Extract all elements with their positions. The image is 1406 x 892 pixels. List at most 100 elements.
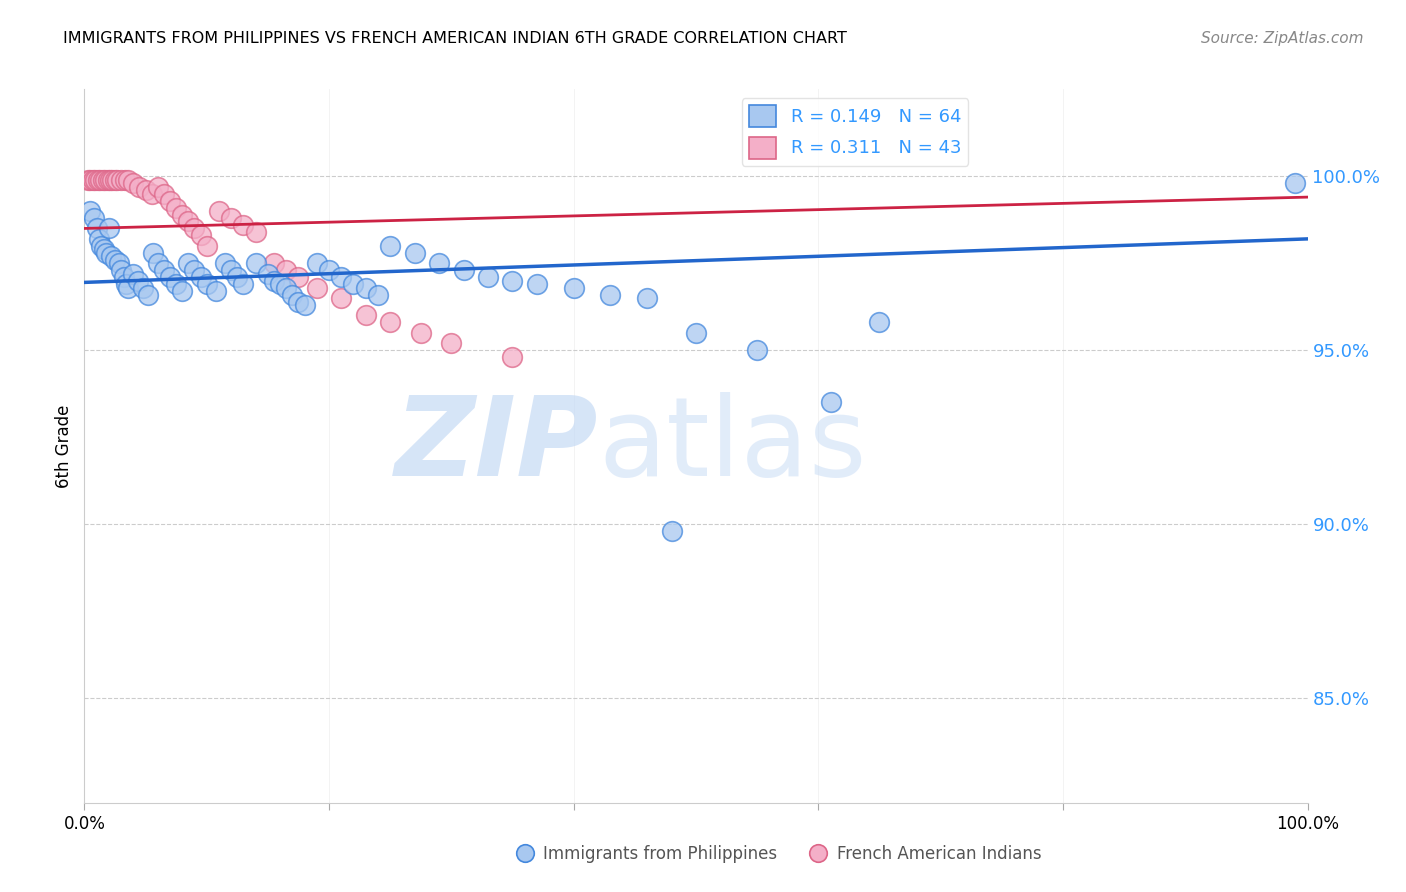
- Point: [94, 172, 117, 186]
- Point: [98, 172, 121, 186]
- Point: [90, 239, 112, 253]
- Point: [136, 287, 159, 301]
- Point: [79, 172, 101, 186]
- Point: [330, 291, 353, 305]
- Point: [110, 263, 132, 277]
- Point: [287, 294, 309, 309]
- Point: [132, 280, 155, 294]
- Point: [177, 256, 200, 270]
- Point: [380, 315, 402, 329]
- Point: [86, 221, 108, 235]
- Point: [257, 267, 280, 281]
- Point: [245, 256, 267, 270]
- Point: [79, 204, 101, 219]
- Point: [172, 207, 194, 221]
- Point: [110, 172, 132, 186]
- Point: [104, 252, 127, 267]
- Point: [1284, 176, 1306, 190]
- Point: [115, 277, 138, 292]
- Point: [135, 183, 157, 197]
- Point: [107, 256, 129, 270]
- Point: [305, 256, 328, 270]
- Point: [502, 350, 524, 364]
- Point: [105, 172, 128, 186]
- Point: [232, 218, 254, 232]
- Point: [269, 277, 291, 292]
- Point: [190, 270, 212, 285]
- Point: [159, 270, 181, 285]
- Point: [562, 280, 585, 294]
- Point: [87, 232, 110, 246]
- Point: [183, 221, 205, 235]
- Point: [342, 277, 364, 292]
- Point: [195, 239, 218, 253]
- Point: [183, 263, 205, 277]
- Point: [100, 249, 122, 263]
- Point: [232, 277, 254, 292]
- Point: [502, 274, 524, 288]
- Text: ZIP: ZIP: [395, 392, 598, 500]
- Point: [685, 326, 707, 340]
- Point: [96, 245, 118, 260]
- Point: [453, 263, 475, 277]
- Point: [599, 287, 621, 301]
- Point: [87, 172, 110, 186]
- Point: [526, 277, 548, 292]
- Point: [214, 256, 236, 270]
- Point: [477, 270, 499, 285]
- Point: [97, 221, 120, 235]
- Y-axis label: 6th Grade: 6th Grade: [55, 404, 73, 488]
- Point: [404, 245, 426, 260]
- Point: [205, 284, 228, 298]
- Point: [276, 280, 298, 294]
- Point: [128, 179, 150, 194]
- Point: [172, 284, 194, 298]
- Point: [820, 395, 842, 409]
- Point: [114, 172, 136, 186]
- Point: [747, 343, 769, 358]
- Point: [153, 263, 176, 277]
- Point: [318, 263, 340, 277]
- Point: [409, 326, 432, 340]
- Point: [89, 172, 111, 186]
- Point: [661, 524, 683, 539]
- Point: [367, 287, 389, 301]
- Point: [153, 186, 176, 201]
- Point: [294, 298, 316, 312]
- Text: Immigrants from Philippines: Immigrants from Philippines: [543, 846, 778, 863]
- Point: [77, 172, 100, 186]
- Point: [208, 204, 231, 219]
- Legend: R = 0.149   N = 64, R = 0.311   N = 43: R = 0.149 N = 64, R = 0.311 N = 43: [742, 98, 969, 166]
- Point: [287, 270, 309, 285]
- Point: [146, 256, 169, 270]
- Point: [97, 172, 120, 186]
- Text: Source: ZipAtlas.com: Source: ZipAtlas.com: [1201, 31, 1364, 46]
- Point: [276, 263, 298, 277]
- Point: [226, 270, 249, 285]
- Text: French American Indians: French American Indians: [837, 846, 1042, 863]
- Point: [380, 239, 402, 253]
- Point: [190, 228, 212, 243]
- Point: [440, 336, 463, 351]
- Point: [354, 280, 377, 294]
- Point: [117, 280, 139, 294]
- Point: [195, 277, 218, 292]
- Point: [122, 267, 145, 281]
- Point: [263, 256, 285, 270]
- Point: [84, 172, 107, 186]
- Point: [82, 172, 104, 186]
- Point: [93, 243, 115, 257]
- Point: [354, 309, 377, 323]
- Point: [165, 277, 187, 292]
- Point: [142, 245, 165, 260]
- Text: atlas: atlas: [598, 392, 866, 500]
- Point: [117, 172, 139, 186]
- Point: [112, 270, 135, 285]
- Point: [104, 172, 127, 186]
- Text: IMMIGRANTS FROM PHILIPPINES VS FRENCH AMERICAN INDIAN 6TH GRADE CORRELATION CHAR: IMMIGRANTS FROM PHILIPPINES VS FRENCH AM…: [63, 31, 848, 46]
- Point: [263, 274, 285, 288]
- Point: [127, 274, 149, 288]
- Point: [159, 194, 181, 208]
- Point: [141, 186, 163, 201]
- Point: [165, 201, 187, 215]
